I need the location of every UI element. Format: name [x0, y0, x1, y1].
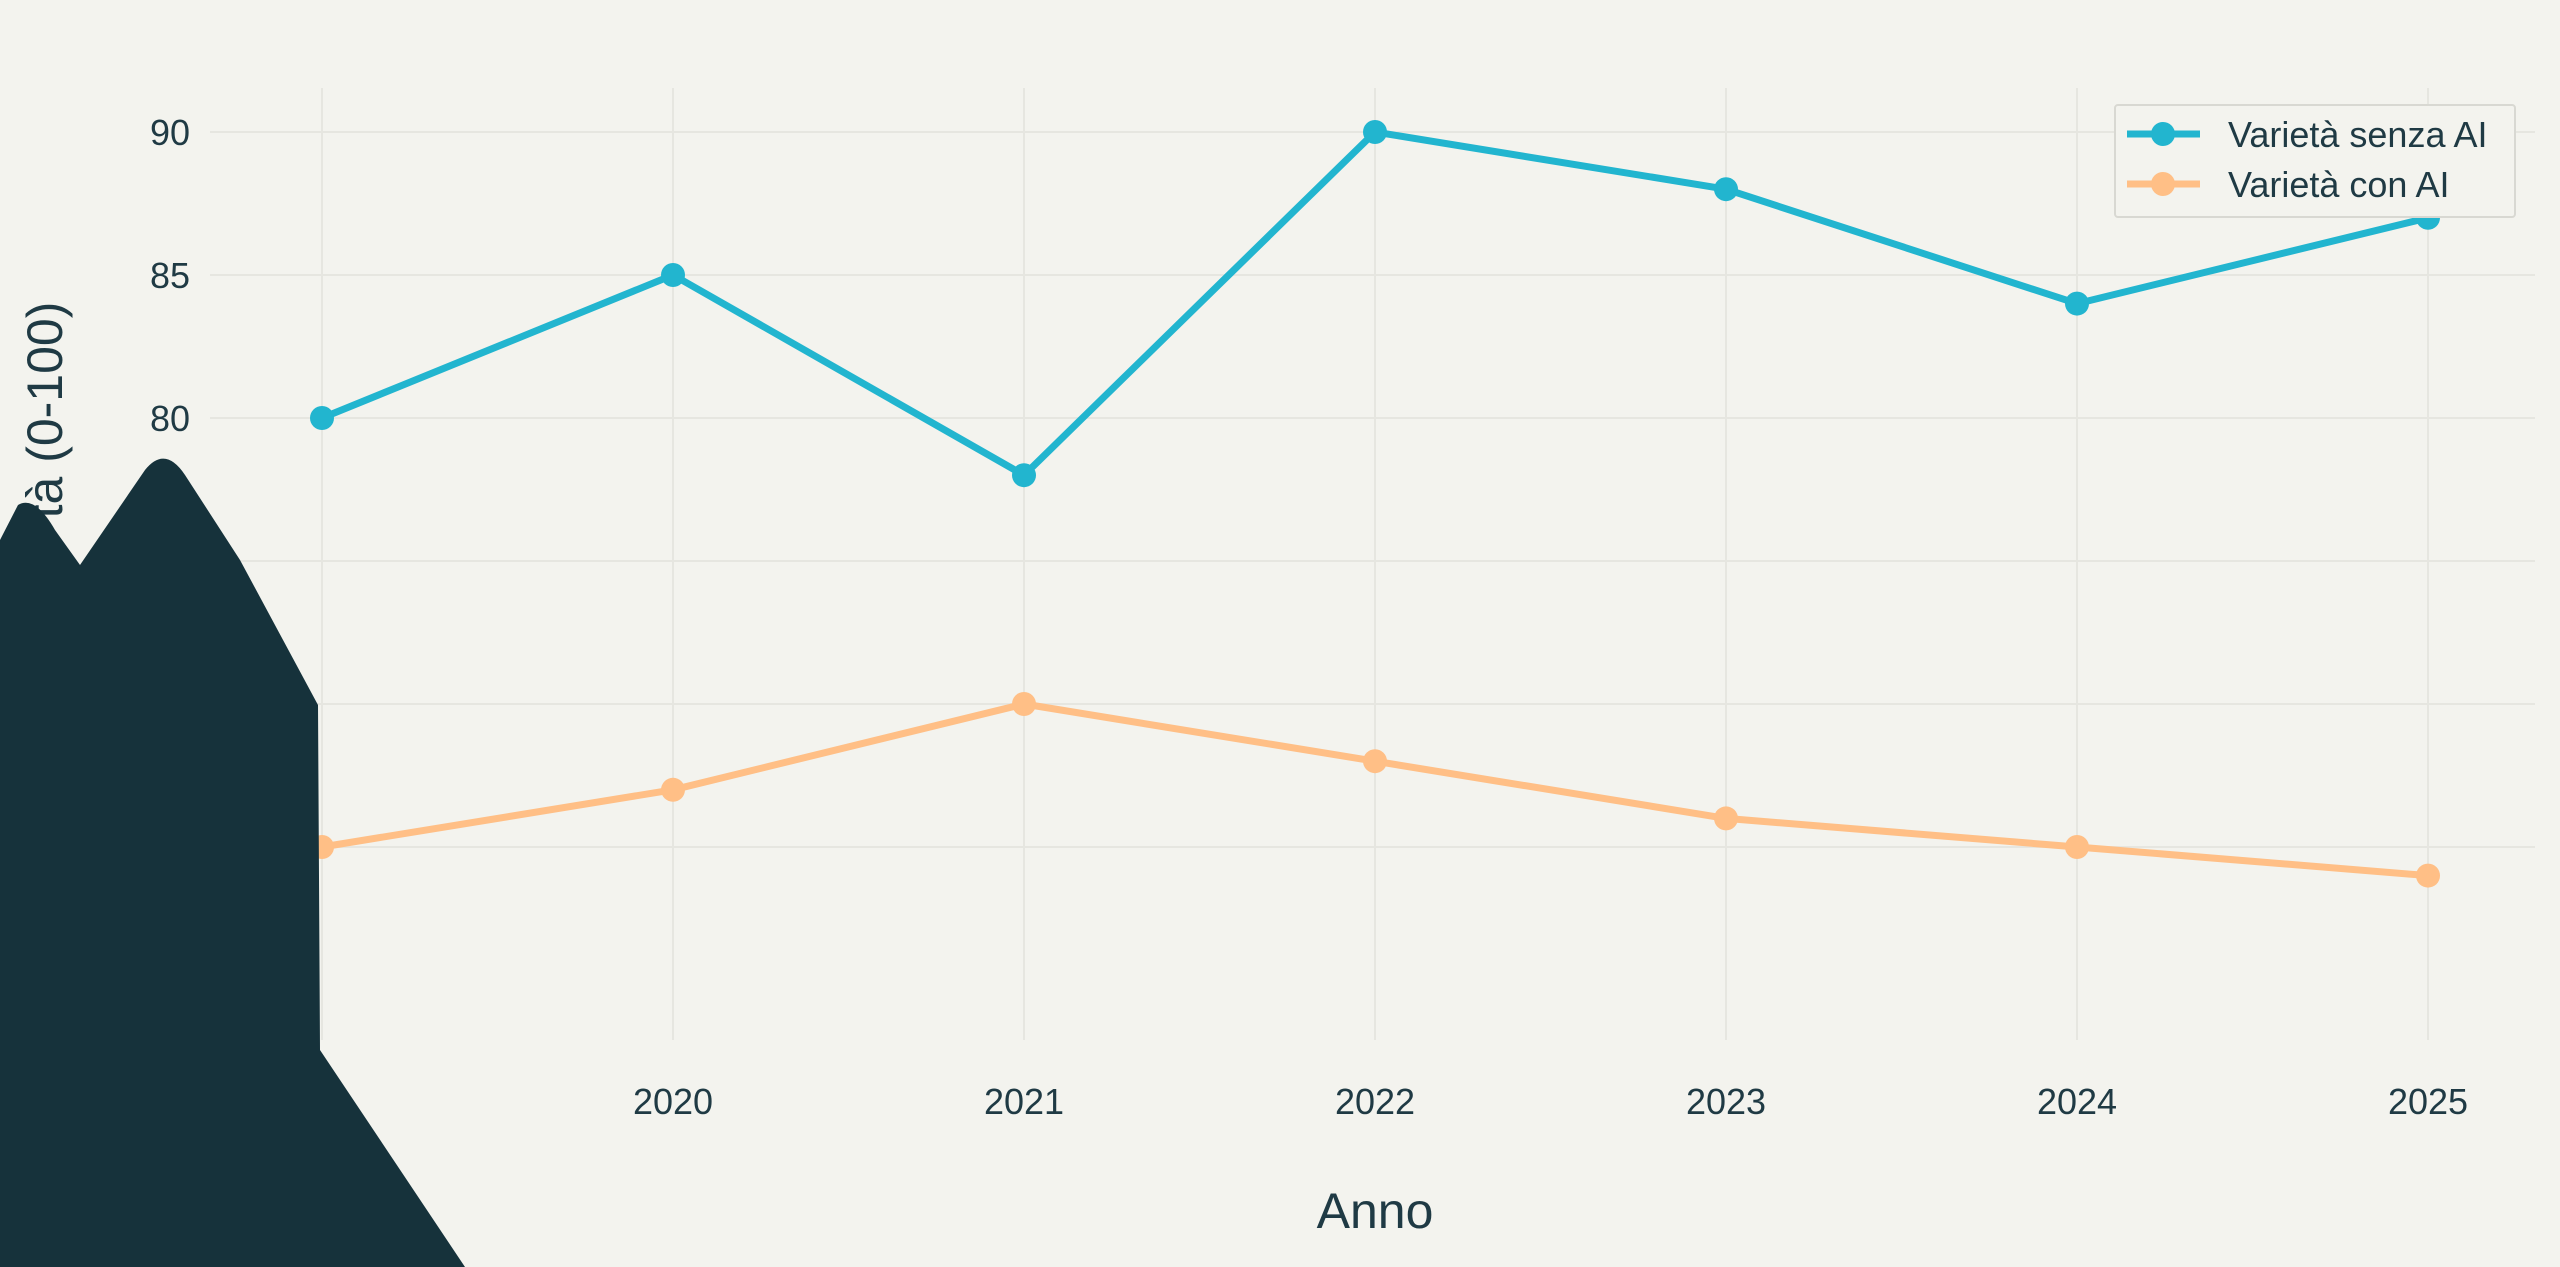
dark-occluding-shape — [0, 458, 465, 1267]
legend-item: Varietà senza AI — [2127, 114, 2488, 155]
y-tick-label: 85 — [150, 255, 190, 296]
x-axis-ticks: 2020 2021 2022 2023 2024 2025 — [633, 1081, 2468, 1122]
y-axis-ticks: 90 85 80 — [150, 112, 190, 439]
data-point — [661, 777, 685, 802]
legend-item: Varietà con AI — [2127, 164, 2449, 205]
x-tick-label: 2021 — [984, 1081, 1064, 1122]
data-point — [2065, 835, 2089, 859]
data-point — [1012, 463, 1036, 488]
y-tick-label: 80 — [150, 398, 190, 439]
x-axis-title: Anno — [1317, 1183, 1434, 1239]
y-tick-label: 90 — [150, 112, 190, 153]
x-tick-label: 2023 — [1686, 1081, 1766, 1122]
x-tick-label: 2024 — [2037, 1081, 2117, 1122]
data-point — [2065, 291, 2089, 316]
legend: Varietà senza AI Varietà con AI — [2114, 104, 2516, 218]
data-point — [1012, 692, 1036, 716]
legend-swatch-marker — [2151, 122, 2175, 146]
data-point — [1363, 120, 1387, 144]
data-point — [310, 406, 334, 430]
y-axis-title: tà (0-100) — [17, 302, 73, 519]
legend-label: Varietà con AI — [2228, 164, 2449, 205]
data-point — [1714, 177, 1738, 202]
data-point — [661, 263, 685, 287]
x-tick-label: 2022 — [1335, 1081, 1415, 1122]
legend-label: Varietà senza AI — [2228, 114, 2488, 155]
legend-box — [2114, 104, 2516, 218]
x-tick-label: 2020 — [633, 1081, 713, 1122]
series-2 — [310, 692, 2440, 888]
x-tick-label: 2025 — [2388, 1081, 2468, 1122]
grid-layer — [210, 88, 2535, 1040]
data-point — [1363, 749, 1387, 774]
data-point — [1714, 806, 1738, 831]
legend-swatch-marker — [2151, 172, 2175, 196]
data-point — [2416, 863, 2440, 888]
